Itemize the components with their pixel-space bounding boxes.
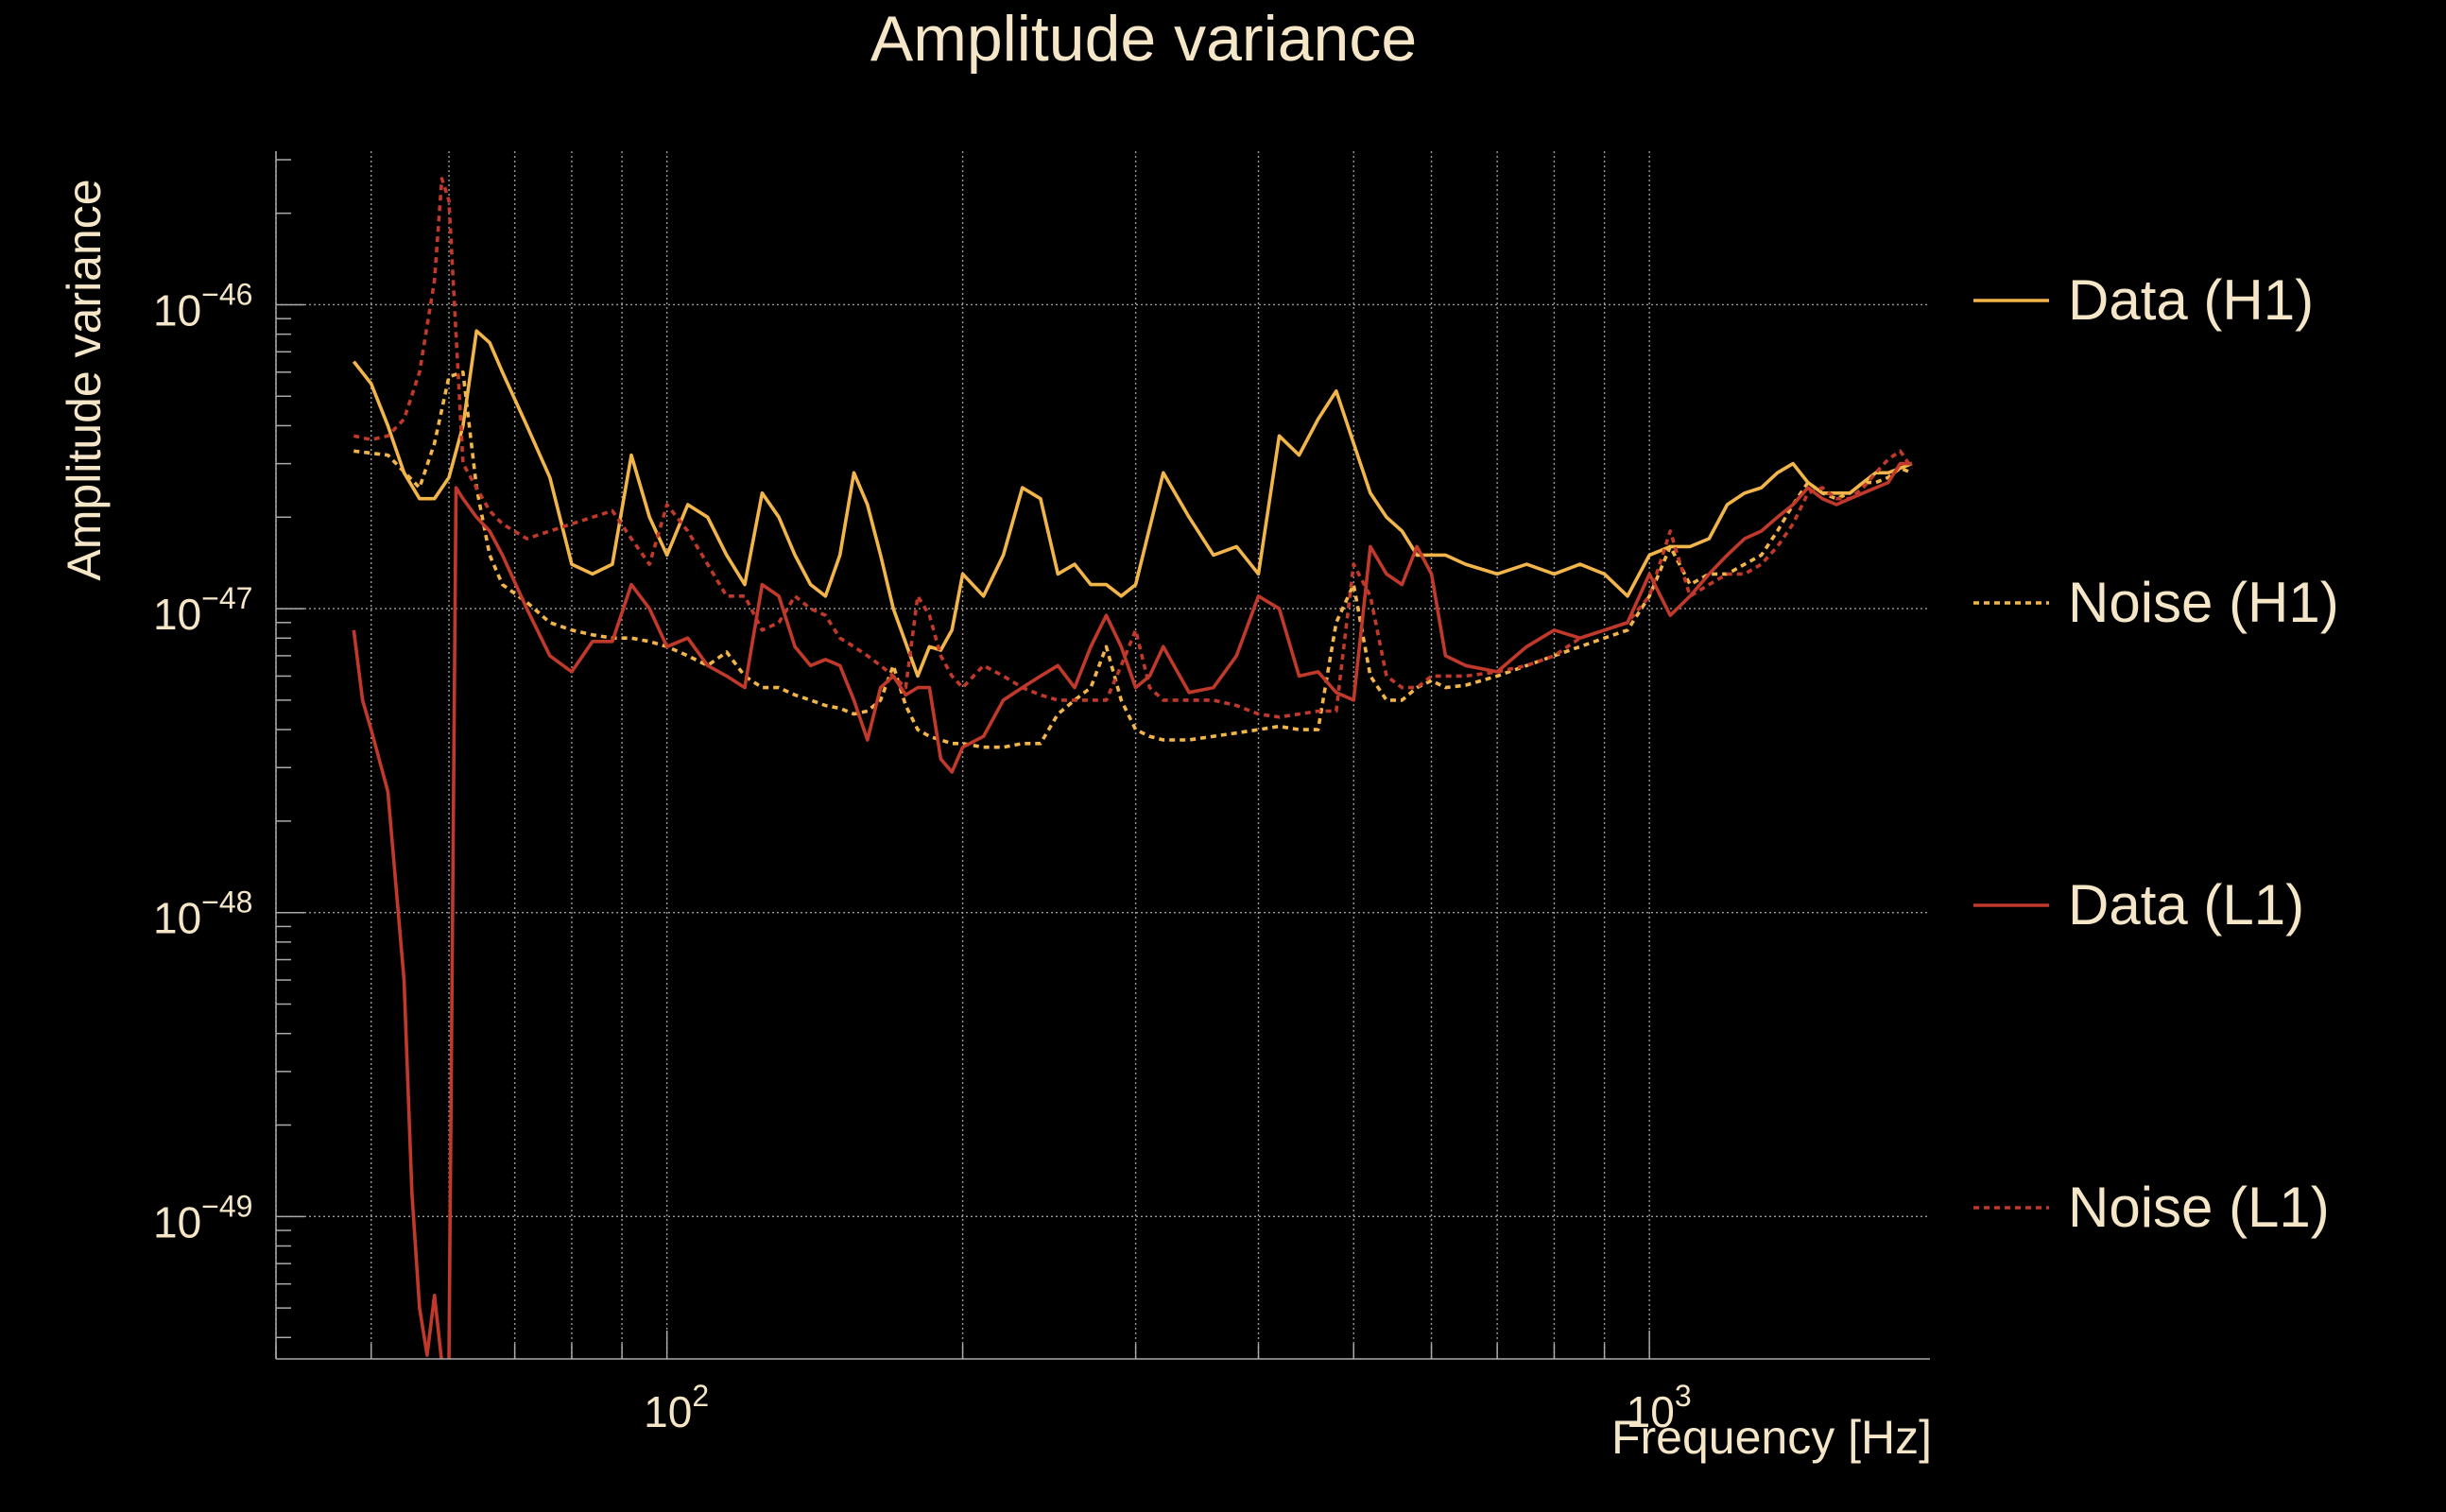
axes [275, 151, 1930, 1360]
y-tick-label: 10−46 [153, 277, 252, 335]
chart-title: Amplitude variance [870, 3, 1417, 75]
y-tick-label: 10−47 [153, 581, 252, 639]
x-axis-label: Frequency [Hz] [1611, 1411, 1932, 1464]
axis-ticks: 102 103 10−49 10−48 10−47 10−46 [153, 159, 1692, 1436]
legend-label: Noise (L1) [2068, 1176, 2330, 1239]
series-line-noise-l1 [353, 177, 1914, 719]
legend-label: Data (L1) [2068, 873, 2304, 936]
series-line-noise-h1 [353, 369, 1913, 749]
y-tick-label: 10−49 [153, 1189, 252, 1246]
x-tick-label: 103 [1627, 1379, 1692, 1436]
grid [275, 151, 1930, 1359]
x-tick-label: 102 [644, 1379, 709, 1436]
y-axis-label: Amplitude variance [58, 179, 111, 580]
y-tick-label: 10−48 [153, 885, 252, 943]
legend-label: Data (H1) [2068, 268, 2314, 332]
legend-label: Noise (H1) [2068, 571, 2339, 634]
series-line-data-h1 [352, 329, 1913, 679]
series-lines [352, 177, 1914, 1359]
series-line-data-l1 [352, 461, 1912, 1359]
legend: Data (H1) Noise (H1) Data (L1) Noise (L1) [1973, 268, 2339, 1239]
